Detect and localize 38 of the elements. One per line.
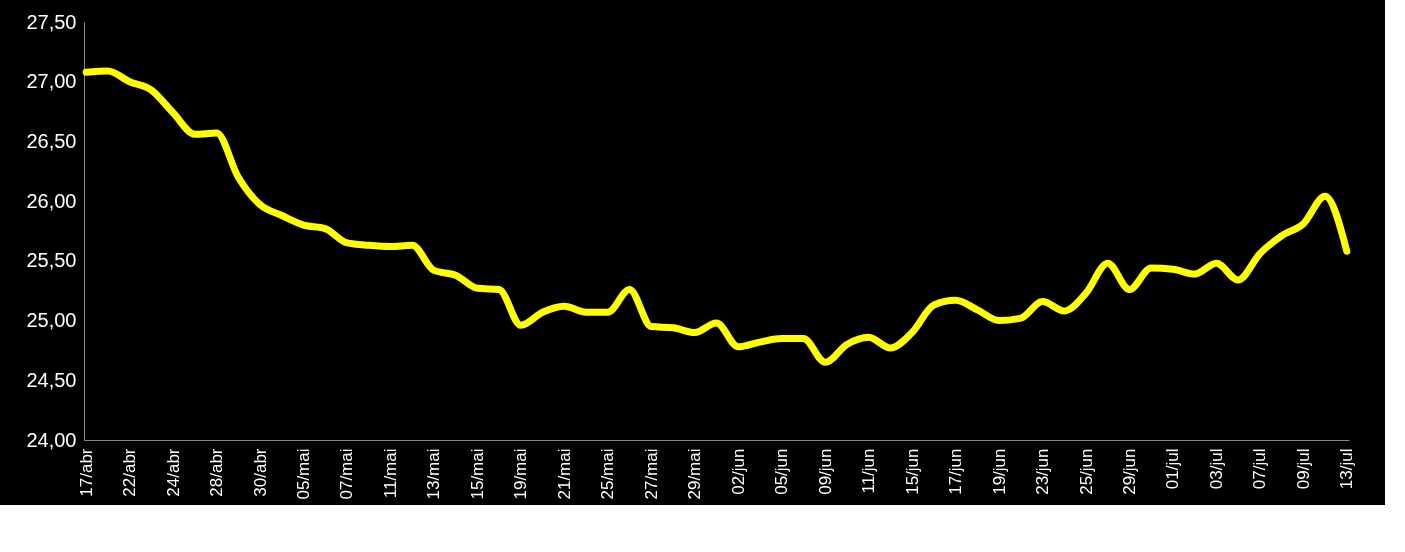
x-tick-label: 29/mai <box>685 448 705 500</box>
x-tick-label: 21/mai <box>554 448 574 500</box>
x-tick-label: 13/jul <box>1337 448 1357 490</box>
x-tick-label: 19/jun <box>989 448 1009 495</box>
x-tick-label: 15/mai <box>467 448 487 500</box>
x-tick-label: 28/abr <box>207 448 227 497</box>
x-tick-label: 30/abr <box>250 448 270 497</box>
x-tick-label: 25/mai <box>598 448 618 500</box>
x-tick-label: 11/jun <box>859 448 879 494</box>
x-tick-label: 13/mai <box>424 448 444 500</box>
x-tick-label: 09/jul <box>1293 448 1313 490</box>
x-tick-label: 17/abr <box>76 448 96 497</box>
x-tick-label: 07/mai <box>337 448 357 500</box>
x-tick-label: 15/jun <box>902 448 922 495</box>
x-tick-label: 24/abr <box>163 448 183 497</box>
x-tick-label: 07/jul <box>1250 448 1270 490</box>
y-tick-label: 27,00 <box>26 70 77 93</box>
x-tick-label: 05/mai <box>294 448 314 500</box>
y-tick-label: 26,50 <box>26 129 77 152</box>
x-tick-label: 29/jun <box>1119 448 1139 495</box>
x-tick-label: 27/mai <box>641 448 661 500</box>
y-tick-label: 24,00 <box>26 428 77 451</box>
x-tick-label: 17/jun <box>946 448 966 495</box>
x-tick-label: 23/jun <box>1033 448 1053 495</box>
y-tick-label: 24,50 <box>26 368 77 391</box>
x-tick-label: 11/mai <box>380 448 400 499</box>
x-tick-label: 03/jul <box>1206 448 1226 490</box>
x-tick-label: 01/jul <box>1163 448 1183 490</box>
x-tick-label: 05/jun <box>772 448 792 495</box>
x-tick-label: 19/mai <box>511 448 531 500</box>
y-tick-label: 26,00 <box>26 189 77 212</box>
x-tick-label: 22/abr <box>120 448 140 497</box>
y-tick-label: 25,50 <box>26 249 77 272</box>
y-tick-label: 25,00 <box>26 309 77 332</box>
y-tick-label: 27,50 <box>26 10 77 33</box>
x-tick-label: 25/jun <box>1076 448 1096 495</box>
x-tick-label: 09/jun <box>815 448 835 495</box>
x-tick-label: 02/jun <box>728 448 748 495</box>
